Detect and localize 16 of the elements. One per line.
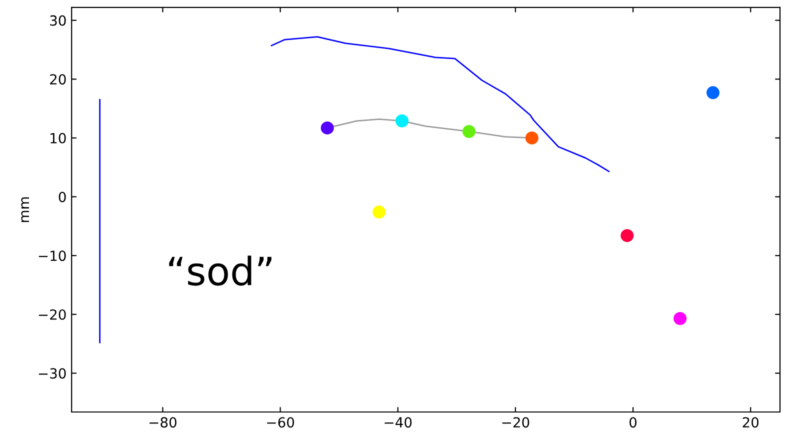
y-tick-label: 10 — [50, 132, 66, 144]
y-tick-label: −20 — [38, 309, 66, 320]
y-tick-label: −30 — [38, 368, 66, 379]
x-tick-label: −20 — [502, 417, 530, 428]
x-tick-label: −60 — [267, 417, 294, 428]
y-tick-label: 0 — [58, 192, 66, 202]
x-tick-label: −40 — [384, 417, 412, 428]
y-axis-title: mm — [21, 197, 29, 222]
annotation: “sod” — [169, 256, 272, 286]
y-tick-label: 30 — [50, 15, 66, 26]
x-tick-label: −80 — [150, 417, 176, 428]
x-tick-label: 0 — [630, 417, 637, 428]
y-tick-label: −10 — [38, 250, 66, 262]
x-tick-label: 20 — [742, 417, 759, 428]
y-tick-label: 20 — [50, 74, 66, 85]
line-series — [270, 36, 610, 172]
